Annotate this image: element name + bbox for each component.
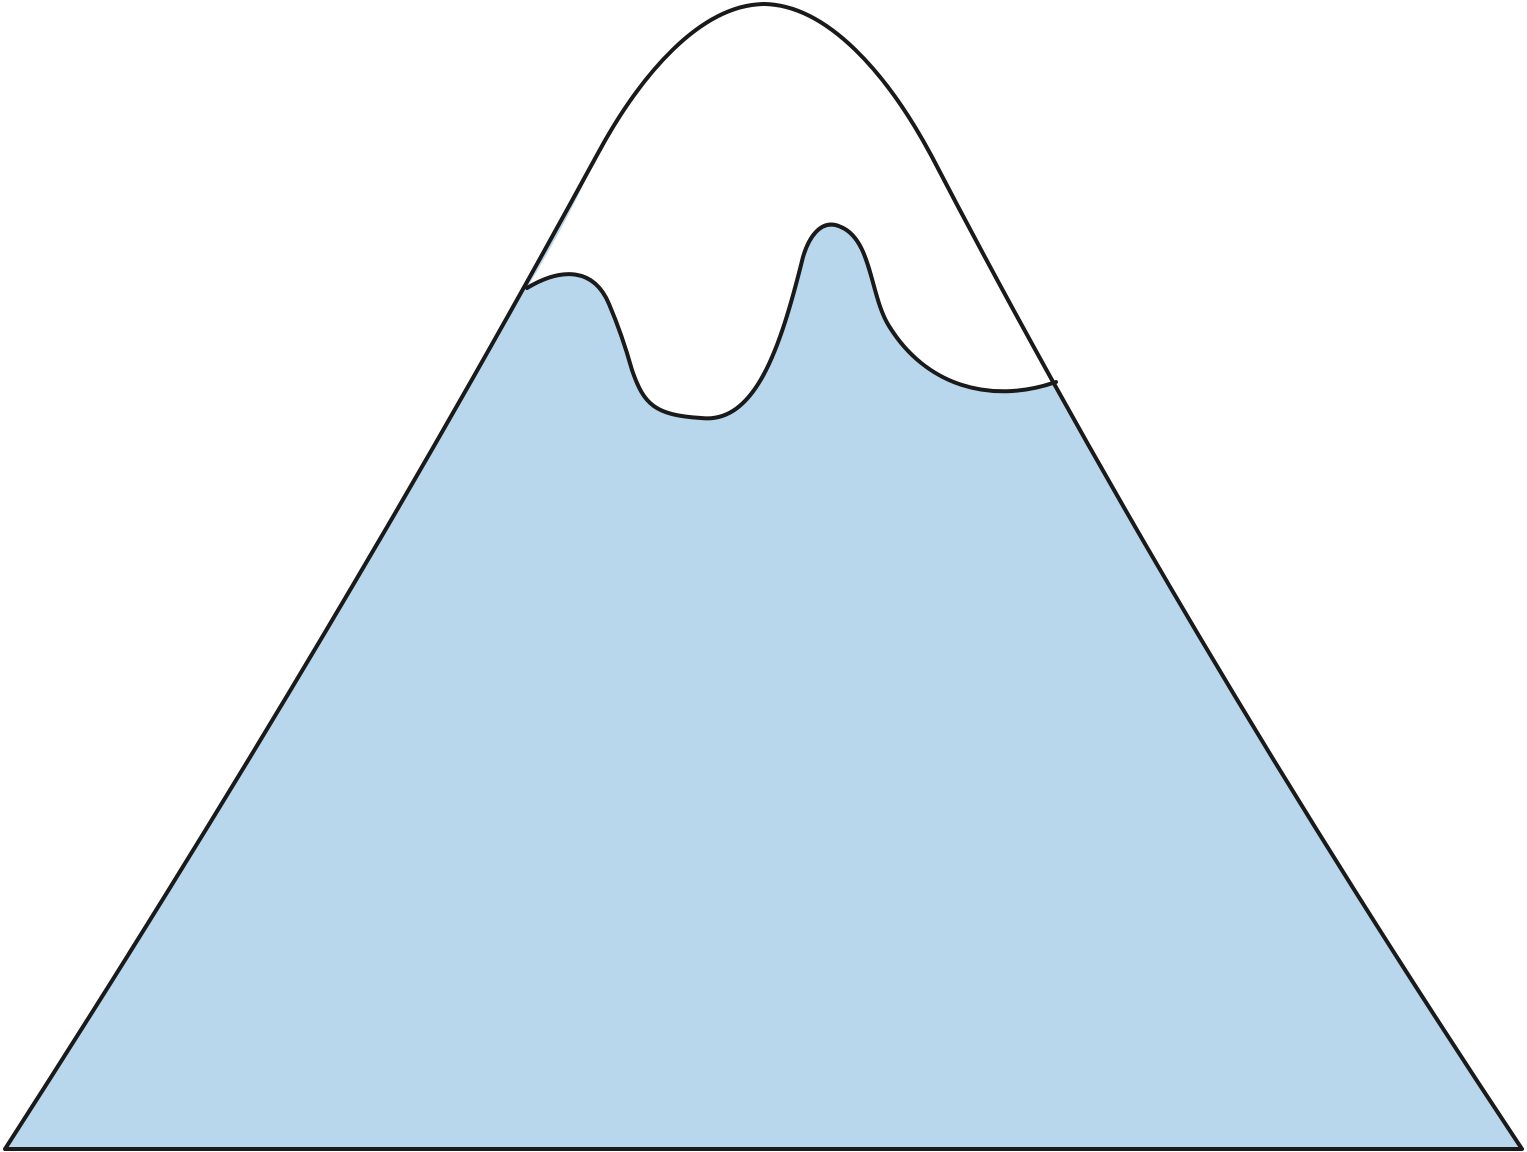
mountain-outline <box>3 2 1524 1151</box>
snow-line <box>525 222 1058 421</box>
mountain-body <box>5 4 1522 1149</box>
snow-cap <box>527 4 1056 419</box>
